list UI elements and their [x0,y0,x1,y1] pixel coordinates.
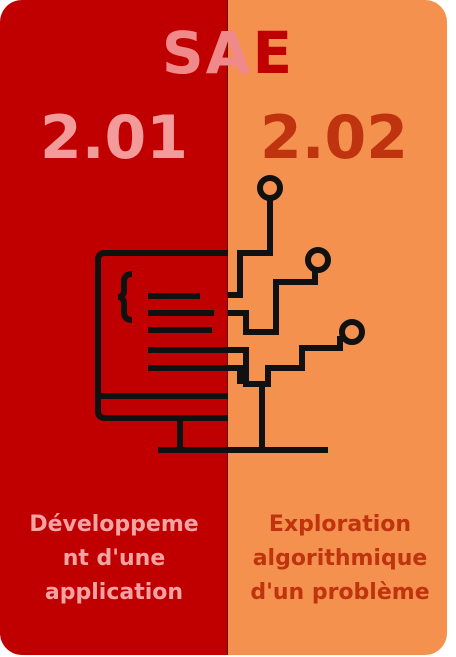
computer-circuit-icon [95,175,365,453]
circuit-trace [228,270,318,335]
sae-description-left: Développeme nt d'une application [8,508,220,610]
circuit-trace [228,336,343,387]
description-line: application [44,580,184,605]
title-right-part: E [252,19,295,87]
sae-code-right: 2.02 [259,103,409,173]
description-line: d'un problème [250,580,430,605]
monitor-frame [95,250,228,421]
title-left-part: SA [161,19,253,87]
code-brace-icon [117,271,133,323]
circuit-trace [228,365,243,384]
description-line: algorithmique [252,546,428,571]
description-line: nt d'une [62,546,166,571]
sae-code-left: 2.01 [39,103,189,173]
description-line: Développeme [29,512,199,537]
circuit-node [257,175,283,201]
description-line: Exploration [268,512,412,537]
right-panel [228,0,447,655]
center-divider [227,0,228,655]
circuit-node [339,319,365,345]
circuit-node [305,247,331,273]
circuit-trace [228,198,273,298]
sae-description-right: Exploration algorithmique d'un problème [232,508,448,610]
page-title: SAE [0,18,456,88]
